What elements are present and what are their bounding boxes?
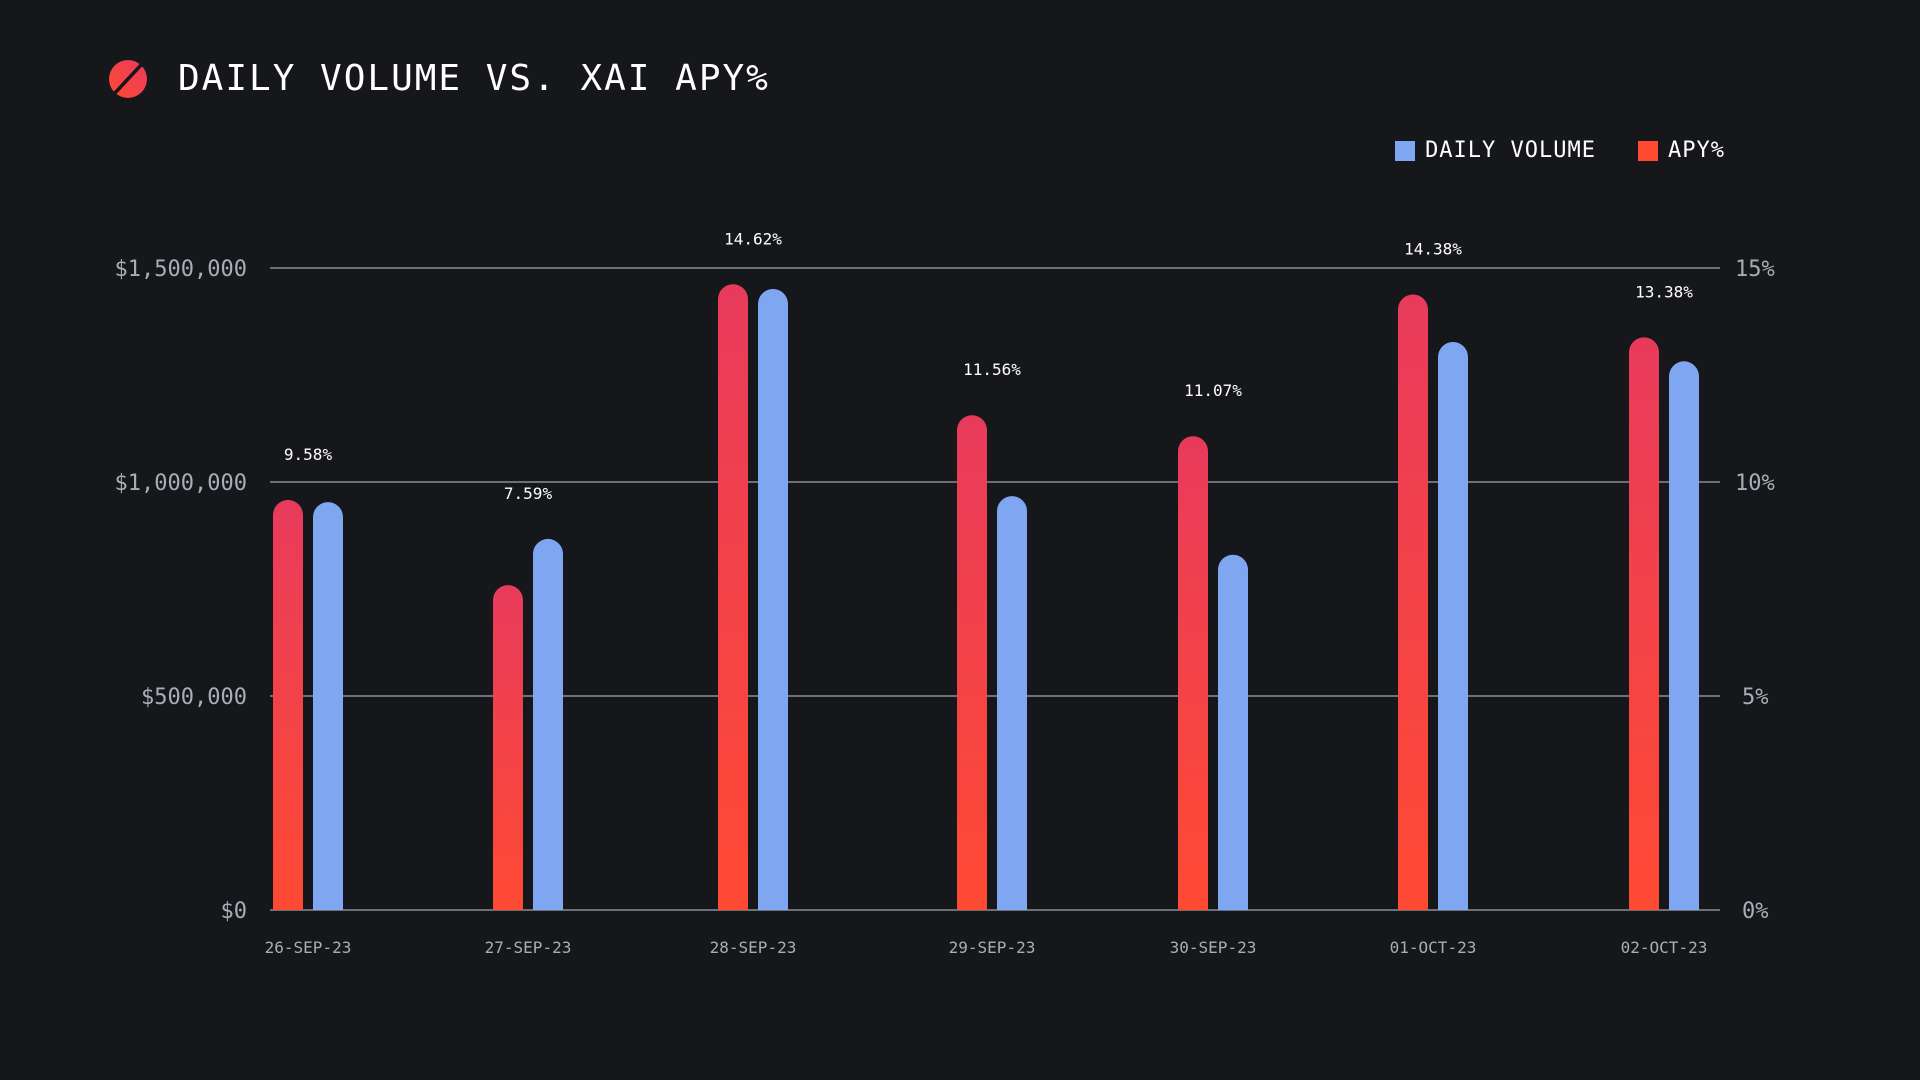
daily-volume-bar xyxy=(1438,342,1468,910)
x-axis-tick-label: 27-SEP-23 xyxy=(485,938,572,957)
apy-data-label: 11.07% xyxy=(1184,381,1242,400)
left-axis-tick-label: $1,000,000 xyxy=(115,471,247,496)
legend-item-daily-volume: DAILY VOLUME xyxy=(1395,138,1596,163)
legend-label: APY% xyxy=(1668,138,1725,163)
apy-bar xyxy=(1629,337,1659,910)
apy-data-label: 9.58% xyxy=(284,445,333,464)
apy-data-label: 14.62% xyxy=(724,229,782,248)
right-axis-tick-label: 0% xyxy=(1742,899,1769,924)
legend-swatch-daily-volume xyxy=(1395,140,1416,161)
apy-bar xyxy=(493,585,523,910)
legend-label: DAILY VOLUME xyxy=(1425,138,1597,163)
daily-volume-bar xyxy=(758,288,788,910)
right-axis-tick-label: 15% xyxy=(1735,257,1775,282)
chart-legend: DAILY VOLUME APY% xyxy=(1353,138,1725,163)
apy-data-label: 7.59% xyxy=(504,484,553,503)
x-axis-tick-label: 26-SEP-23 xyxy=(265,938,352,957)
daily-volume-bar xyxy=(997,496,1027,910)
x-axis-tick-label: 29-SEP-23 xyxy=(949,938,1036,957)
x-axis-tick-label: 01-OCT-23 xyxy=(1390,938,1477,957)
daily-volume-bar xyxy=(533,538,563,910)
right-axis-tick-label: 10% xyxy=(1735,471,1775,496)
legend-item-apy: APY% xyxy=(1638,138,1725,163)
legend-swatch-apy xyxy=(1638,140,1659,161)
apy-bar xyxy=(718,284,748,910)
x-axis-tick-label: 28-SEP-23 xyxy=(710,938,797,957)
chart-header: DAILY VOLUME VS. XAI APY% xyxy=(108,58,770,99)
right-axis-tick-label: 5% xyxy=(1742,685,1769,710)
x-axis-tick-label: 30-SEP-23 xyxy=(1170,938,1257,957)
apy-data-label: 11.56% xyxy=(963,360,1021,379)
daily-volume-bar xyxy=(1218,554,1248,910)
left-axis-tick-label: $0 xyxy=(221,899,248,924)
daily-volume-bar xyxy=(1669,361,1699,911)
x-axis-tick-label: 02-OCT-23 xyxy=(1621,938,1708,957)
apy-bar xyxy=(1398,294,1428,910)
apy-bar xyxy=(957,415,987,910)
apy-bar xyxy=(273,499,303,910)
daily-volume-bar xyxy=(313,502,343,910)
left-axis-tick-label: $1,500,000 xyxy=(115,257,247,282)
apy-bar xyxy=(1178,436,1208,910)
slashed-circle-icon xyxy=(109,59,147,98)
left-axis-tick-label: $500,000 xyxy=(141,685,247,710)
chart-title: DAILY VOLUME VS. XAI APY% xyxy=(178,58,770,99)
apy-data-label: 14.38% xyxy=(1404,240,1462,259)
apy-data-label: 13.38% xyxy=(1635,282,1693,301)
